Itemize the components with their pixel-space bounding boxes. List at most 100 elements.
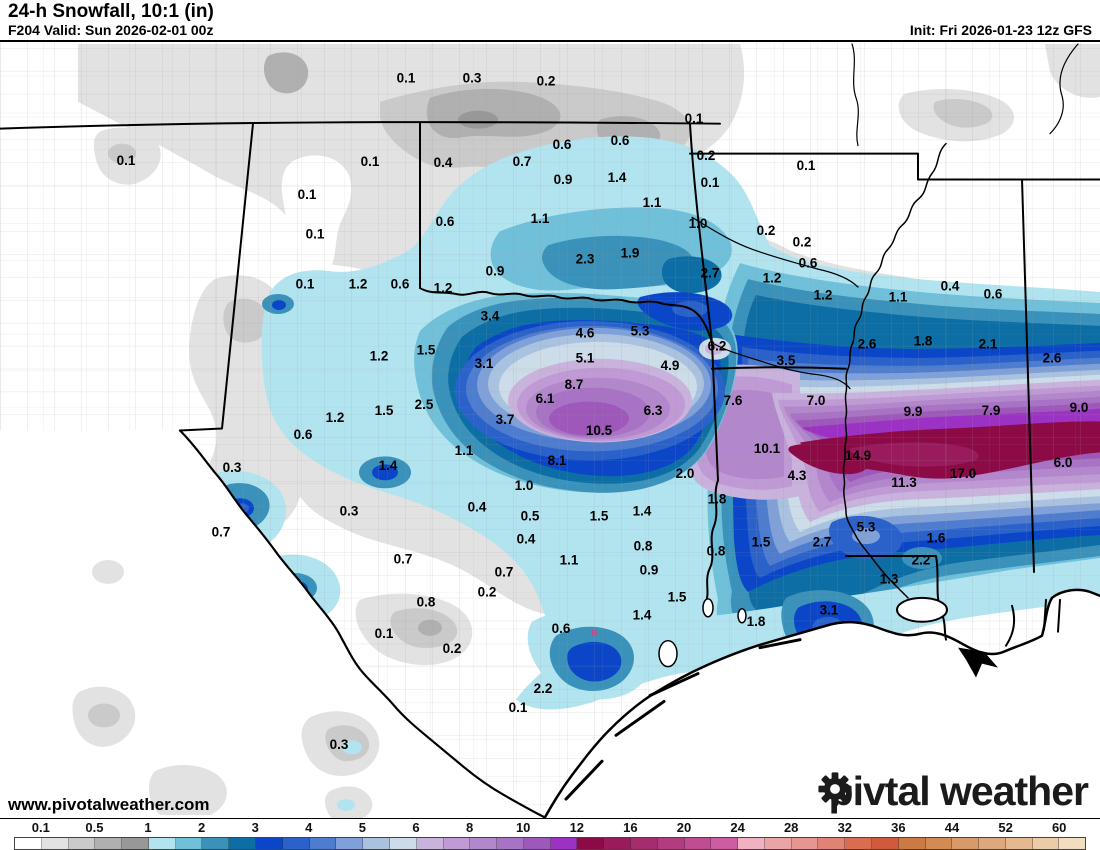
map-value-label: 3.7 [496, 412, 515, 427]
map-value-label: 1.2 [763, 271, 782, 286]
map-value-label: 9.9 [904, 404, 923, 419]
map-value-label: 2.7 [813, 535, 832, 550]
sabine-lake [702, 598, 714, 618]
map-value-label: 0.1 [117, 153, 136, 168]
colorbar-segment [898, 838, 926, 849]
border-37n [0, 121, 721, 130]
colorbar-segment [1032, 838, 1060, 849]
lake-pontchartrain [896, 596, 948, 623]
colorbar-segment [604, 838, 631, 849]
map-value-label: 8.1 [548, 453, 567, 468]
colorbar-segment [470, 838, 498, 849]
colorbar-segment [148, 838, 176, 849]
colorbar-segment [1059, 838, 1086, 849]
map-value-label: 0.5 [521, 509, 540, 524]
map-value-label: 1.1 [560, 553, 579, 568]
map-value-label: 0.8 [634, 539, 653, 554]
colorbar-segment [95, 838, 123, 849]
map-value-label: 0.2 [478, 584, 497, 599]
water-and-mexico-mask [0, 430, 1100, 819]
border-ok-ar [689, 122, 719, 482]
map-value-label: 0.1 [509, 700, 528, 715]
sabine-river-border [705, 479, 719, 603]
map-value-label: 0.6 [984, 287, 1003, 302]
map-value-label: 4.6 [576, 325, 595, 340]
mississippi-river [842, 142, 947, 599]
map-value-label: 0.1 [397, 70, 416, 85]
mobile-bay [1043, 598, 1061, 633]
map-value-label: 10.5 [586, 423, 613, 438]
colorbar-segment [818, 838, 846, 849]
map-value-label: 0.6 [799, 256, 818, 271]
map-value-label: 0.1 [298, 187, 317, 202]
colorbar-segment [68, 838, 96, 849]
colorbar-segment [711, 838, 739, 849]
map-value-label: 1.8 [914, 333, 933, 348]
snowfall-value-labels: 0.1 0.3 0.2 0.1 0.1 0.6 0.6 0.2 0.1 0.4 0.7 0.1 0.9 1… [117, 70, 1089, 751]
map-value-label: 14.9 [845, 448, 871, 463]
map-value-label: 6.0 [1054, 455, 1073, 470]
colorbar-segment [791, 838, 819, 849]
colorbar-segment [979, 838, 1006, 849]
map-value-label: 9.0 [1070, 400, 1089, 415]
colorbar-segment [336, 838, 364, 849]
colorbar-tick: 10 [515, 820, 531, 835]
map-value-label: 1.8 [747, 614, 766, 629]
tennessee-river [1049, 43, 1079, 135]
valid-time: F204 Valid: Sun 2026-02-01 00z [8, 22, 214, 38]
colorbar-tick: 2 [197, 820, 206, 835]
map-value-label: 0.1 [375, 626, 394, 641]
map-value-label: 11.3 [891, 475, 917, 490]
border-mo-ar-tn [689, 152, 1100, 181]
map-value-label: 1.4 [633, 607, 652, 622]
map-value-label: 17.0 [950, 466, 976, 481]
map-value-label: 0.7 [394, 552, 413, 567]
map-value-label: 2.5 [415, 397, 434, 412]
red-river-lower [711, 342, 851, 390]
colorbar-segment [389, 838, 417, 849]
map-value-label: 0.6 [436, 214, 455, 229]
map-canvas: 0.1 0.3 0.2 0.1 0.1 0.6 0.6 0.2 0.1 0.4 0.7 0.1 0.9 1… [0, 42, 1100, 819]
colorbar-segment [684, 838, 712, 849]
map-value-label: 0.9 [640, 562, 659, 577]
map-value-label: 1.5 [668, 589, 687, 604]
map-value-label: 0.7 [513, 154, 532, 169]
map-value-label: 3.5 [777, 353, 796, 368]
pivotal-weather-logo: piv tal weather [817, 766, 1094, 819]
mississippi-delta [958, 647, 998, 678]
map-value-label: 0.3 [463, 70, 482, 85]
colorbar-segment [764, 838, 792, 849]
map-value-label: 2.0 [676, 466, 695, 481]
map-value-label: 3.4 [481, 308, 500, 323]
colorbar-tick: 0.5 [85, 820, 104, 835]
map-value-label: 1.2 [814, 288, 833, 303]
map-value-label: 2.1 [979, 336, 998, 351]
map-value-label: 7.0 [807, 393, 826, 408]
border-ms-al [1021, 178, 1035, 573]
colorbar-tick: 32 [837, 820, 853, 835]
chandeleur-islands [1005, 604, 1015, 647]
map-value-label: 2.7 [701, 266, 720, 281]
map-value-label: 0.4 [468, 500, 487, 515]
colorbar-segment [523, 838, 551, 849]
map-value-label: 1.5 [375, 403, 394, 418]
map-value-label: 1.4 [608, 170, 627, 185]
map-value-label: 0.6 [552, 621, 571, 636]
map-value-label: 1.9 [621, 246, 640, 261]
map-value-label: 0.8 [417, 594, 436, 609]
colorbar-tick: 20 [676, 820, 692, 835]
colorbar-segment [952, 838, 980, 849]
map-value-label: 5.3 [631, 323, 650, 338]
map-value-label: 0.2 [697, 148, 716, 163]
calcasieu-lake [737, 608, 747, 624]
border-nm-tx [179, 122, 254, 432]
map-value-label: 1.2 [434, 281, 453, 296]
map-value-label: 1.1 [531, 211, 550, 226]
colorbar-tick: 6 [412, 820, 420, 835]
map-value-label: 2.3 [576, 252, 595, 267]
map-title: 24-h Snowfall, 10:1 (in) [8, 1, 214, 22]
colorbar-segment [282, 838, 310, 849]
map-value-label: 1.1 [455, 443, 474, 458]
colorbar-segment [256, 838, 283, 849]
map-value-label: 6.3 [644, 403, 663, 418]
